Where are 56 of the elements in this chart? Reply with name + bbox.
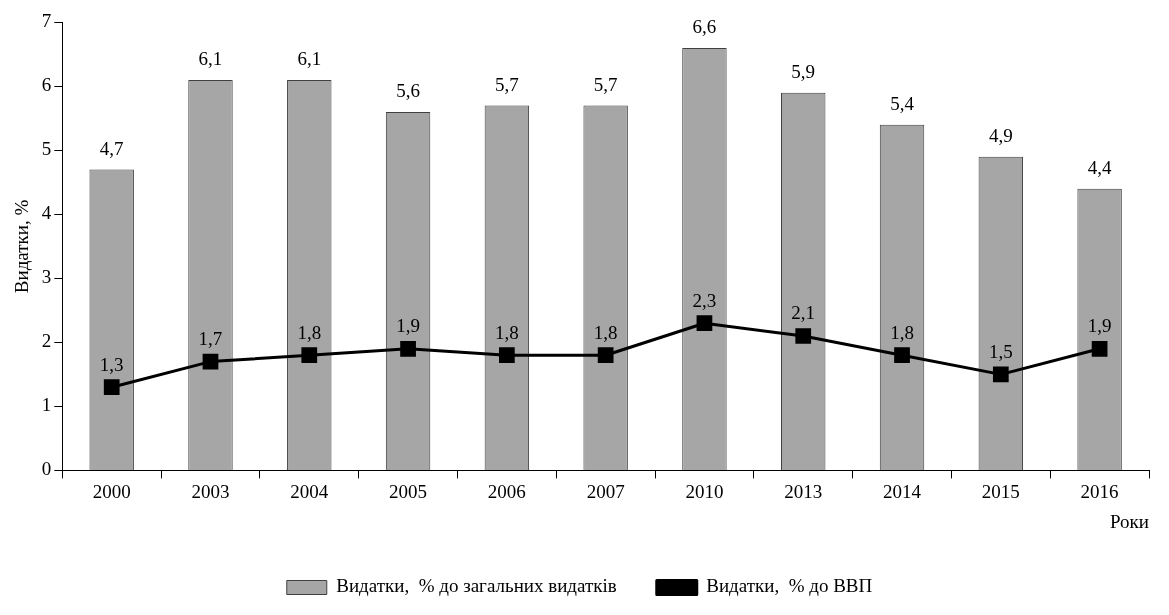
data-label: 2,3: [692, 289, 717, 311]
x-tick-label: 2003: [191, 480, 230, 502]
data-label: 5,6: [396, 80, 420, 102]
y-tick-label: 7: [41, 10, 52, 32]
point: [696, 315, 713, 332]
x-tick-label: 2007: [586, 480, 625, 502]
x-tick-label: 2015: [981, 480, 1020, 502]
data-label: 1,8: [494, 321, 519, 343]
x-tick-label: 2005: [389, 480, 428, 502]
data-label: 6,1: [198, 48, 223, 70]
point: [795, 328, 812, 344]
data-label: 1,9: [396, 315, 420, 337]
data-label: 4,9: [988, 125, 1013, 147]
data-label: 1,8: [297, 321, 322, 343]
legend-label: Видатки, % до ВВП: [706, 575, 873, 597]
x-axis-title: Роки: [1110, 510, 1149, 532]
x-tick-label: 2013: [784, 480, 823, 502]
y-tick-label: 2: [41, 330, 52, 352]
x-tick-label: 2010: [685, 480, 724, 502]
y-tick-label: 4: [41, 202, 52, 224]
point: [1091, 340, 1108, 357]
point: [202, 353, 219, 370]
data-label: 5,4: [890, 93, 915, 115]
point: [597, 347, 614, 364]
data-label: 5,7: [593, 74, 618, 96]
x-tick-label: 2006: [487, 480, 526, 502]
data-label: 6,6: [692, 16, 717, 38]
data-label: 1,8: [890, 321, 914, 343]
x-tick-label: 2000: [92, 480, 131, 502]
point: [499, 347, 515, 364]
x-tick-label: 2004: [290, 480, 329, 502]
point: [894, 347, 910, 364]
y-tick-label: 1: [41, 394, 52, 416]
y-axis-title: Видатки, %: [11, 199, 33, 294]
data-label: 1,3: [99, 353, 124, 375]
y-tick-label: 3: [41, 266, 52, 288]
data-label: 1,5: [988, 340, 1013, 362]
data-label: 1,8: [593, 321, 618, 343]
x-tick-label: 2014: [883, 480, 922, 502]
y-tick-label: 6: [41, 74, 52, 96]
data-label: 2,1: [791, 302, 816, 324]
data-label: 5,9: [791, 61, 816, 83]
data-label: 4,4: [1087, 157, 1112, 179]
data-label: 5,7: [494, 74, 519, 96]
point: [301, 347, 318, 364]
point: [400, 340, 416, 357]
point: [992, 366, 1009, 383]
data-label: 1,9: [1087, 315, 1112, 337]
data-label: 1,7: [198, 328, 223, 350]
x-tick-label: 2016: [1080, 480, 1119, 502]
y-tick-label: 0: [41, 458, 52, 480]
point: [103, 379, 120, 396]
legend-label: Видатки, % до загальних видатків: [336, 575, 617, 597]
data-label: 4,7: [99, 138, 124, 160]
y-tick-label: 5: [41, 138, 52, 160]
data-label: 6,1: [297, 48, 322, 70]
